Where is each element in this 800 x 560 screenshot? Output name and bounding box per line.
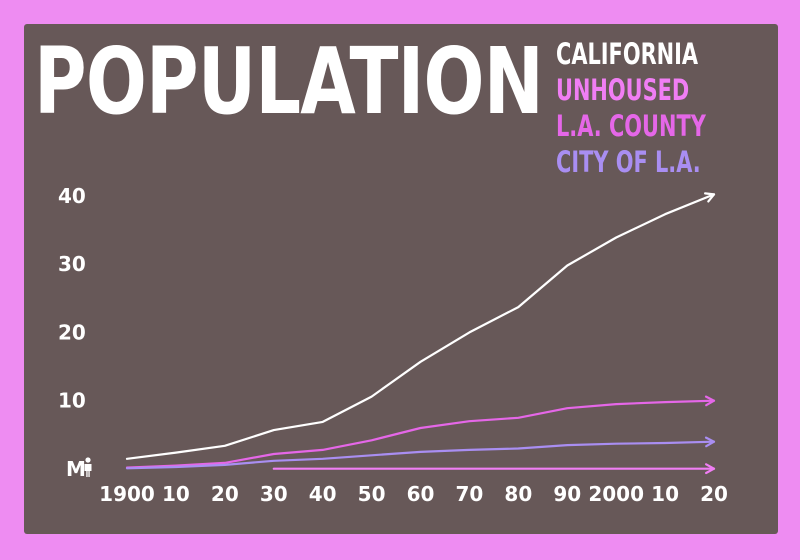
series-line-california xyxy=(125,193,716,460)
x-tick-label: 2000 xyxy=(588,482,644,506)
chart-panel xyxy=(24,24,778,534)
y-unit-label: M xyxy=(66,457,86,481)
x-tick-label: 70 xyxy=(455,482,483,506)
x-tick-label: 60 xyxy=(407,482,435,506)
series-arrow-unhoused xyxy=(705,463,716,475)
series-arrow-city-of-l-a xyxy=(704,436,716,448)
x-tick-label: 1900 xyxy=(99,482,155,506)
x-tick-label: 10 xyxy=(162,482,190,506)
x-tick-label: 90 xyxy=(553,482,581,506)
legend-item-california: CALIFORNIA xyxy=(556,37,699,71)
series-arrow-california xyxy=(704,192,716,203)
x-tick-label: 80 xyxy=(504,482,532,506)
series-line-city-of-l-a xyxy=(125,440,716,470)
y-tick-label: 40 xyxy=(58,184,86,208)
y-tick-label: 20 xyxy=(58,320,86,344)
x-tick-label: 30 xyxy=(260,482,288,506)
series-arrow-l-a-county xyxy=(704,395,716,407)
x-tick-label: 10 xyxy=(651,482,679,506)
legend-item-la-county: L.A. COUNTY xyxy=(556,109,706,143)
y-tick-label: 30 xyxy=(58,252,86,276)
series-line-l-a-county xyxy=(125,399,716,469)
legend-item-city-of-la: CITY OF L.A. xyxy=(556,145,701,179)
x-tick-label: 20 xyxy=(211,482,239,506)
x-tick-label: 50 xyxy=(358,482,386,506)
x-tick-label: 20 xyxy=(700,482,728,506)
person-icon xyxy=(84,457,92,477)
chart-title: POPULATION xyxy=(34,28,544,135)
y-tick-label: 10 xyxy=(58,389,86,413)
x-tick-label: 40 xyxy=(309,482,337,506)
legend-item-unhoused: UNHOUSED xyxy=(556,73,690,107)
legend: CALIFORNIA UNHOUSED L.A. COUNTY CITY OF … xyxy=(556,36,764,180)
